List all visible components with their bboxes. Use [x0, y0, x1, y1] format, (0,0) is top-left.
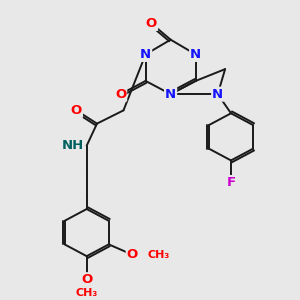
Text: O: O — [81, 273, 92, 286]
Text: N: N — [165, 88, 176, 101]
Text: O: O — [127, 248, 138, 261]
Text: CH₃: CH₃ — [76, 288, 98, 298]
Text: NH: NH — [61, 139, 84, 152]
Text: O: O — [146, 17, 157, 30]
Text: O: O — [71, 104, 82, 117]
Text: F: F — [226, 176, 236, 189]
Text: CH₃: CH₃ — [147, 250, 169, 260]
Text: N: N — [140, 48, 151, 61]
Text: N: N — [190, 48, 201, 61]
Text: N: N — [212, 88, 223, 101]
Text: O: O — [115, 88, 126, 101]
